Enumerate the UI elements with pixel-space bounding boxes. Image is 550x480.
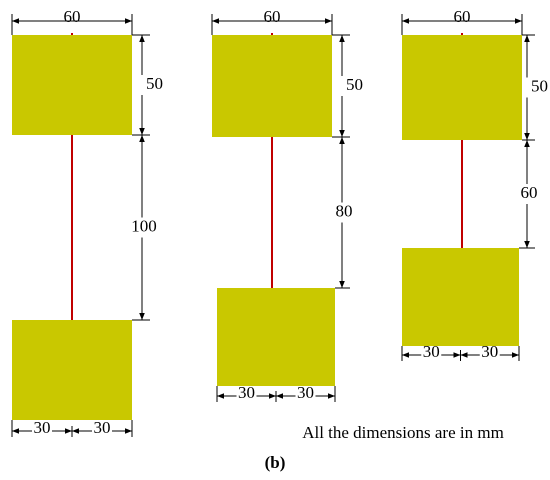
label-backdrop	[295, 388, 316, 402]
height-label: 50	[346, 75, 363, 94]
caption: (b)	[265, 453, 286, 472]
label-backdrop	[32, 423, 52, 437]
height-label: 50	[146, 74, 163, 93]
label-backdrop	[479, 347, 500, 361]
height-label: 50	[531, 76, 548, 95]
gap-label: 100	[131, 216, 157, 235]
bottom-plate	[402, 248, 519, 346]
label-backdrop	[421, 347, 442, 361]
half-width-label: 30	[481, 342, 498, 361]
half-width-label: 30	[94, 418, 111, 437]
label-backdrop	[128, 217, 158, 238]
top-plate	[402, 35, 522, 140]
bottom-plate	[12, 320, 132, 420]
gap-label: 60	[521, 183, 538, 202]
top-plate	[212, 35, 332, 137]
label-backdrop	[513, 184, 543, 204]
half-width-label: 30	[423, 342, 440, 361]
width-label: 60	[454, 7, 471, 26]
label-backdrop	[92, 423, 112, 437]
half-width-label: 30	[238, 383, 255, 402]
width-label: 60	[64, 7, 81, 26]
label-backdrop	[340, 76, 362, 96]
label-backdrop	[525, 77, 547, 98]
half-width-label: 30	[34, 418, 51, 437]
width-label: 60	[264, 7, 281, 26]
gap-label: 80	[336, 201, 353, 220]
units-note: All the dimensions are in mm	[302, 423, 504, 442]
top-plate	[12, 35, 132, 135]
label-backdrop	[328, 202, 358, 223]
label-backdrop	[140, 75, 162, 95]
half-width-label: 30	[297, 383, 314, 402]
bottom-plate	[217, 288, 335, 386]
label-backdrop	[236, 388, 257, 402]
